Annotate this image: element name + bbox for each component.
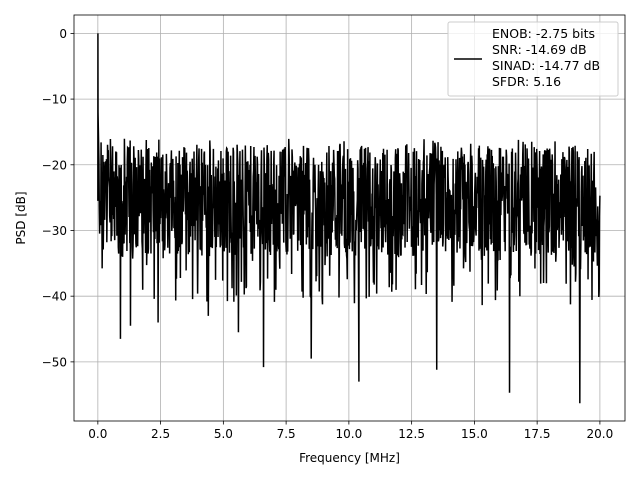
y-axis-label: PSD [dB] bbox=[14, 191, 28, 244]
y-tick-label: −10 bbox=[42, 93, 67, 107]
x-tick-label: 17.5 bbox=[524, 427, 551, 441]
y-tick-label: −30 bbox=[42, 224, 67, 238]
x-tick-label: 15.0 bbox=[461, 427, 488, 441]
legend-box bbox=[447, 21, 619, 97]
series-line bbox=[97, 33, 601, 404]
x-tick-label: 12.5 bbox=[398, 427, 425, 441]
x-tick-label: 7.5 bbox=[277, 427, 296, 441]
x-tick-label: 0.0 bbox=[88, 427, 107, 441]
x-tick-label: 10.0 bbox=[336, 427, 363, 441]
legend: ENOB: -2.75 bits SNR: -14.69 dB SINAD: -14… bbox=[447, 21, 619, 97]
legend-line-text: SFDR: 5.16 bbox=[492, 74, 561, 89]
legend-line-text: SINAD: -14.77 dB bbox=[492, 58, 600, 73]
series-layer bbox=[97, 33, 601, 404]
legend-entry-label: ENOB: -2.75 bits SNR: -14.69 dB SINAD: -14… bbox=[492, 26, 600, 89]
y-tick-label: −20 bbox=[42, 158, 67, 172]
legend-line-text: SNR: -14.69 dB bbox=[492, 42, 587, 57]
axis-ticks: 0.0 2.5 5.0 7.5 10.0 12.5 15.0 17.5 20.0 0 −10 −20 −… bbox=[42, 27, 614, 441]
legend-line-text: ENOB: -2.75 bits bbox=[492, 26, 595, 41]
x-axis-label: Frequency [MHz] bbox=[299, 451, 400, 465]
y-tick-label: −50 bbox=[42, 355, 67, 369]
y-tick-label: 0 bbox=[59, 27, 67, 41]
x-tick-label: 20.0 bbox=[587, 427, 614, 441]
y-tick-label: −40 bbox=[42, 290, 67, 304]
x-tick-label: 5.0 bbox=[214, 427, 233, 441]
plot-frame bbox=[73, 14, 626, 422]
x-tick-label: 2.5 bbox=[151, 427, 170, 441]
